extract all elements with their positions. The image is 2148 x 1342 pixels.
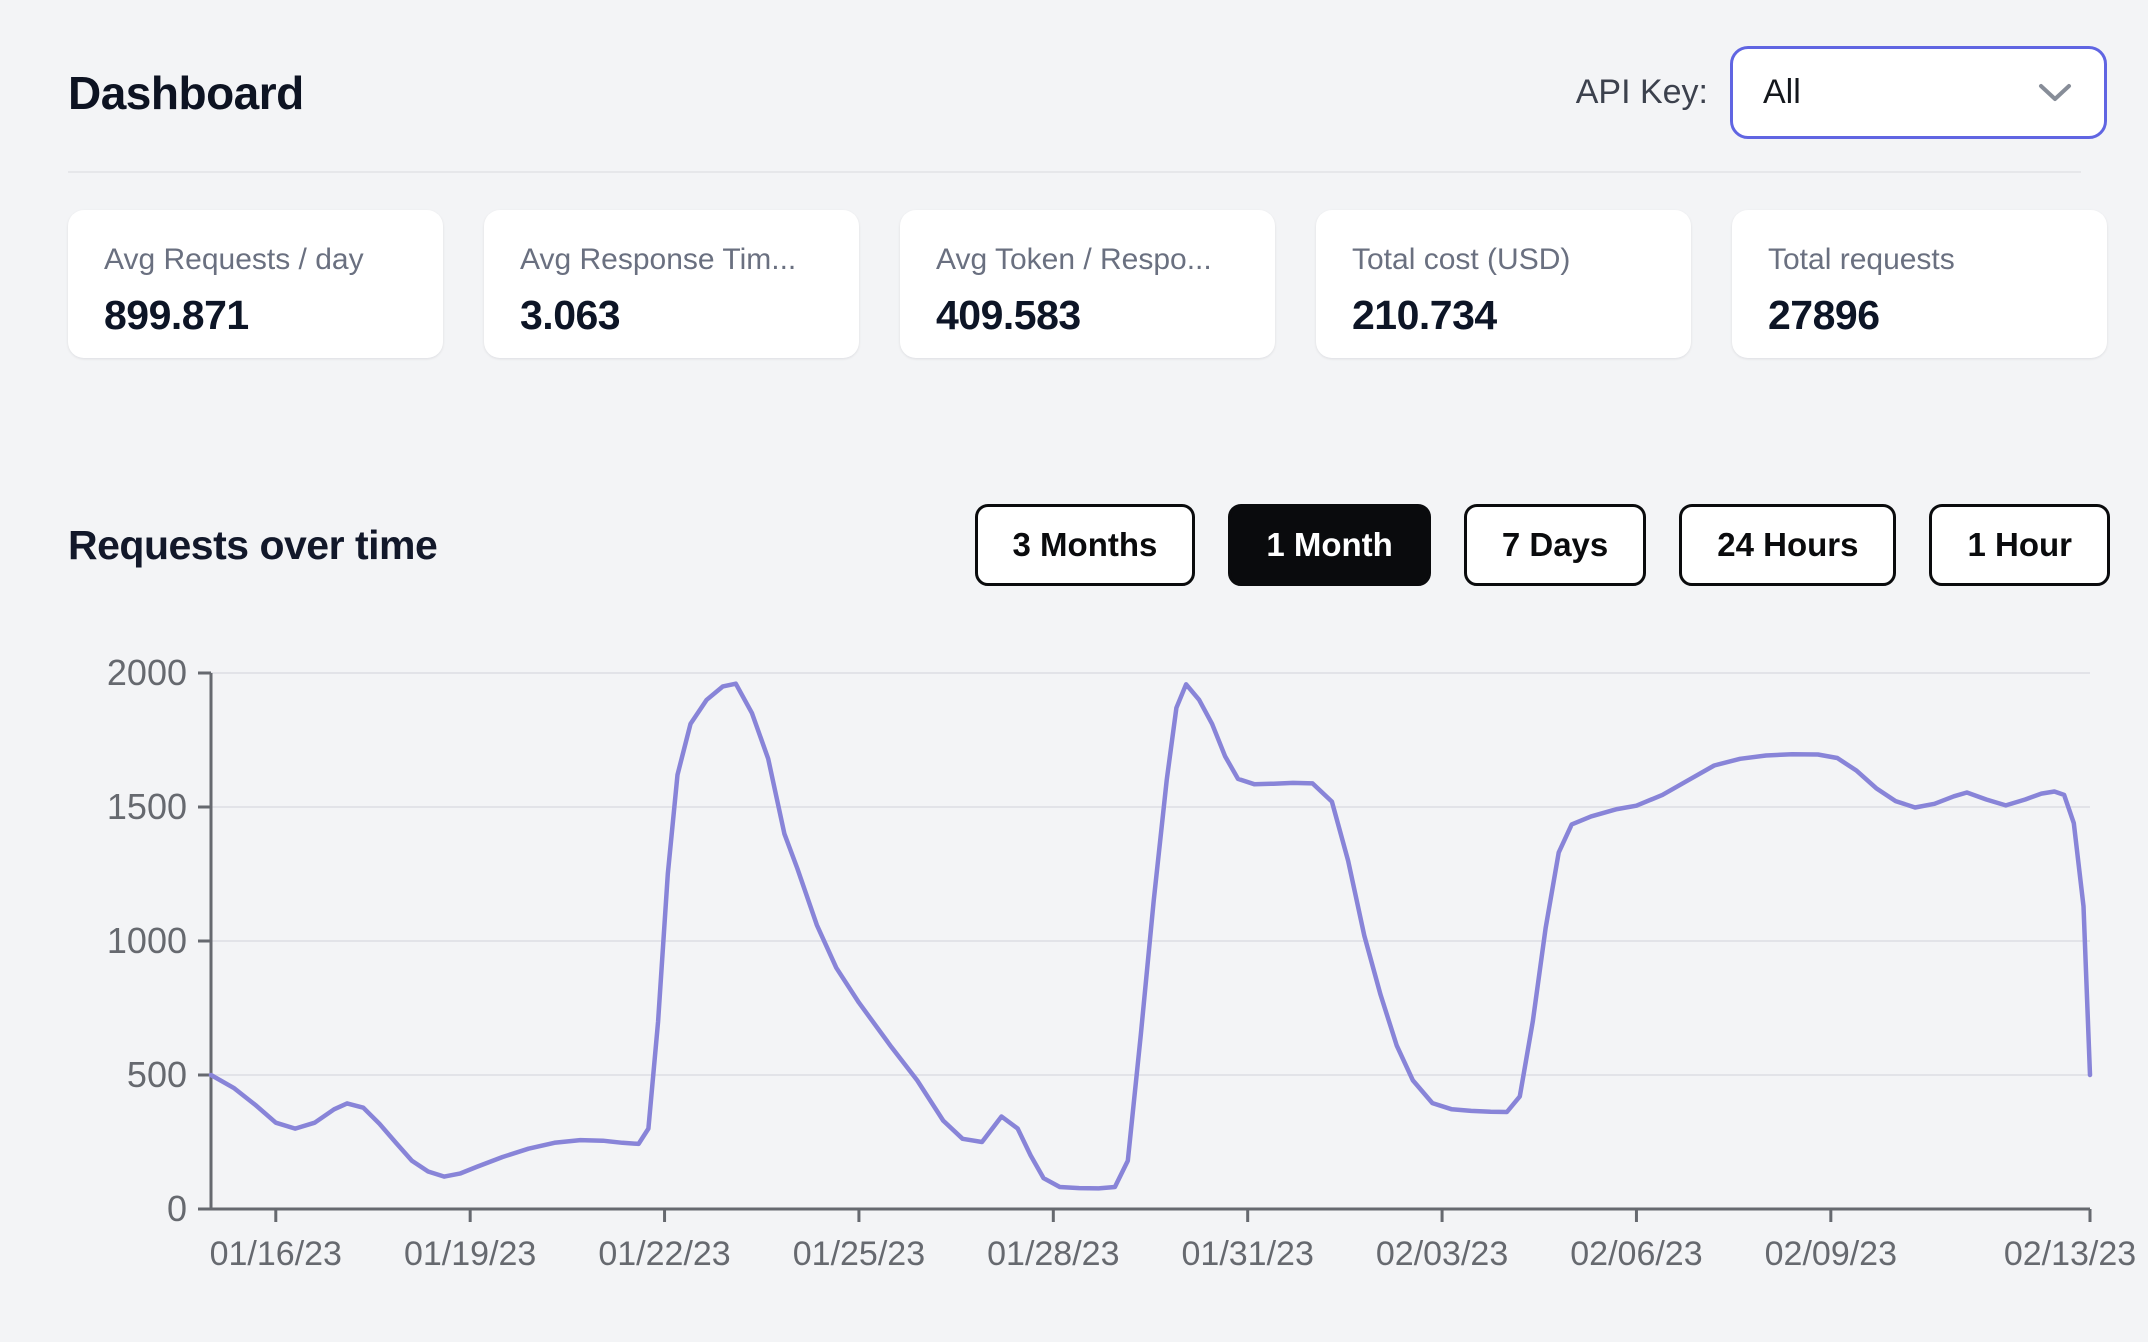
x-axis-label-02/09/23: 02/09/23 <box>1765 1235 1897 1273</box>
stat-value: 3.063 <box>520 292 621 338</box>
stat-card: Avg Token / Respo... 409.583 <box>900 210 1275 358</box>
api-key-selected-value: All <box>1763 73 1801 111</box>
x-axis-label-01/22/23: 01/22/23 <box>598 1235 730 1273</box>
stat-label: Total requests <box>1768 243 1955 276</box>
time-range-button-24-hours[interactable]: 24 Hours <box>1679 504 1897 586</box>
stat-value: 27896 <box>1768 292 1880 338</box>
section-title: Requests over time <box>68 521 438 568</box>
x-axis-label-01/31/23: 01/31/23 <box>1182 1235 1314 1273</box>
time-range-button-7-days[interactable]: 7 Days <box>1463 504 1647 586</box>
api-key-label: API Key: <box>1575 73 1708 111</box>
stat-cards: Avg Requests / day 899.871 Avg Response … <box>68 210 2107 358</box>
requests-chart: 0 500 1000 1500 2000 01/16/23 01/19/23 01/22/23… <box>107 652 2136 1273</box>
time-range-button-1-hour[interactable]: 1 Hour <box>1929 504 2110 586</box>
stat-value: 210.734 <box>1352 292 1497 338</box>
y-axis-label-1500: 1500 <box>107 786 187 827</box>
x-axis-label-01/25/23: 01/25/23 <box>793 1235 925 1273</box>
api-key-area: API Key: All <box>1576 46 2107 139</box>
y-axis-label-500: 500 <box>127 1054 187 1095</box>
y-axis-label-0: 0 <box>167 1188 187 1229</box>
time-range-button-3-months[interactable]: 3 Months <box>974 504 1196 586</box>
chevron-down-icon <box>2039 83 2071 101</box>
stat-card: Avg Response Tim... 3.063 <box>484 210 859 358</box>
stat-label: Avg Response Tim... <box>520 243 797 276</box>
page-title: Dashboard <box>68 66 304 119</box>
time-range-group: 3 Months 1 Month 7 Days 24 Hours 1 Hour <box>974 504 2110 586</box>
y-axis-label-2000: 2000 <box>107 652 187 693</box>
stat-value: 899.871 <box>104 292 249 338</box>
y-axis-label-1000: 1000 <box>107 920 187 961</box>
x-axis-label-02/13/23: 02/13/23 <box>2004 1235 2136 1273</box>
stat-card: Total requests 27896 <box>1732 210 2107 358</box>
api-key-select[interactable]: All <box>1730 46 2107 139</box>
x-axis-label-01/19/23: 01/19/23 <box>404 1235 536 1273</box>
x-axis-label-02/06/23: 02/06/23 <box>1570 1235 1702 1273</box>
x-axis-label-01/16/23: 01/16/23 <box>210 1235 342 1273</box>
stat-label: Total cost (USD) <box>1352 243 1571 276</box>
stat-card: Avg Requests / day 899.871 <box>68 210 443 358</box>
header-divider <box>68 171 2081 173</box>
stat-value: 409.583 <box>936 292 1081 338</box>
time-range-button-1-month[interactable]: 1 Month <box>1228 504 1431 586</box>
stat-label: Avg Requests / day <box>104 243 364 276</box>
header: Dashboard API Key: All <box>68 40 2107 145</box>
section-row: Requests over time 3 Months 1 Month 7 Days… <box>68 503 2110 587</box>
stat-card: Total cost (USD) 210.734 <box>1316 210 1691 358</box>
stat-label: Avg Token / Respo... <box>936 243 1212 276</box>
x-axis-label-02/03/23: 02/03/23 <box>1376 1235 1508 1273</box>
x-axis-label-01/28/23: 01/28/23 <box>987 1235 1119 1273</box>
chart-line-requests <box>208 681 2093 1191</box>
